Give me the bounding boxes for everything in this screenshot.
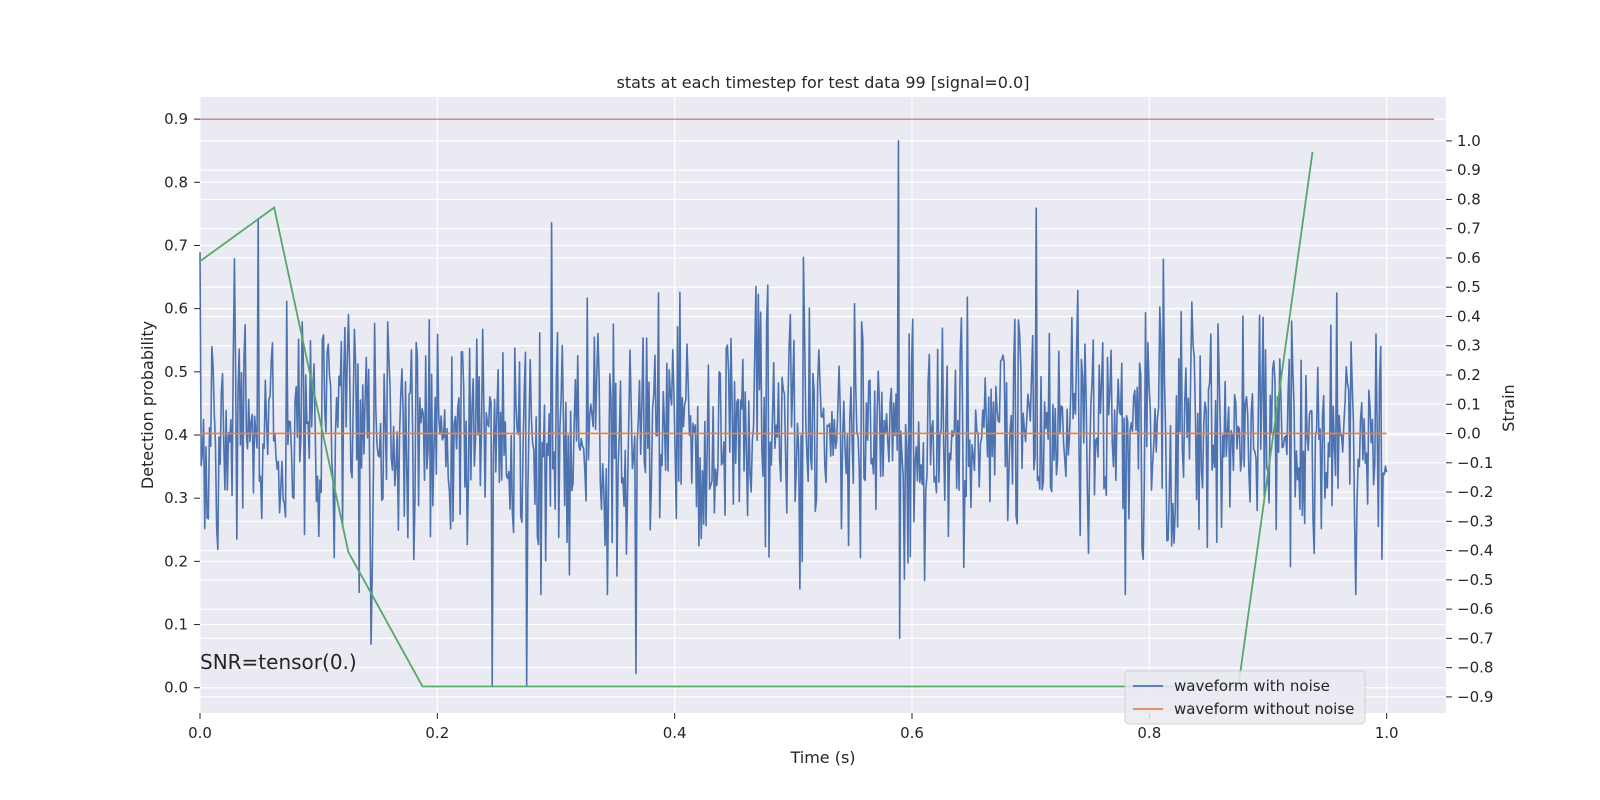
y2-tick-label: −0.7 <box>1457 629 1493 647</box>
y2-tick-label: −0.1 <box>1457 454 1493 472</box>
y2-tick-label: −0.3 <box>1457 512 1493 530</box>
x-tick-label: 0.2 <box>425 724 449 742</box>
legend: waveform with noise waveform without noi… <box>1124 670 1366 725</box>
y-tick-label: 0.7 <box>164 236 188 254</box>
x-ticks: 0.0 0.2 0.4 0.6 0.8 1.0 <box>188 713 1399 742</box>
y2-tick-label: −0.8 <box>1457 659 1493 677</box>
y2-tick-label: −0.4 <box>1457 542 1493 560</box>
y-tick-label: 0.2 <box>164 552 188 570</box>
x-tick-label: 0.0 <box>188 724 212 742</box>
y-tick-label: 0.0 <box>164 679 188 697</box>
y2-tick-label: 0.3 <box>1457 337 1481 355</box>
y2-tick-label: 0.1 <box>1457 395 1481 413</box>
y2-tick-label: 0.0 <box>1457 425 1481 443</box>
y-tick-label: 0.4 <box>164 426 188 444</box>
x-axis-label: Time (s) <box>789 748 855 767</box>
y2-tick-label: 0.7 <box>1457 220 1481 238</box>
y2-tick-label: 0.9 <box>1457 161 1481 179</box>
chart-title: stats at each timestep for test data 99 … <box>617 73 1030 92</box>
x-tick-label: 1.0 <box>1375 724 1399 742</box>
y-tick-label: 0.9 <box>164 110 188 128</box>
series-waveform-with-noise <box>199 140 1388 686</box>
y-tick-label: 0.1 <box>164 616 188 634</box>
x-tick-label: 0.8 <box>1137 724 1161 742</box>
x-tick-label: 0.4 <box>663 724 687 742</box>
legend-label-without-noise: waveform without noise <box>1174 700 1354 718</box>
snr-annotation: SNR=tensor(0.) <box>200 650 357 674</box>
y2-ticks: 1.0 0.9 0.8 0.7 0.6 0.5 0.4 0.3 0.2 0.1 0.0 −0.1 −0.… <box>1446 132 1493 706</box>
y2-tick-label: −0.9 <box>1457 688 1493 706</box>
y2-tick-label: 0.6 <box>1457 249 1481 267</box>
y-ticks: 0.0 0.1 0.2 0.3 0.4 0.5 0.6 0.7 0.8 0.9 <box>164 110 200 697</box>
y2-tick-label: 1.0 <box>1457 132 1481 150</box>
y-tick-label: 0.5 <box>164 363 188 381</box>
y2-tick-label: −0.2 <box>1457 483 1493 501</box>
y2-tick-label: 0.2 <box>1457 366 1481 384</box>
legend-box <box>1124 670 1366 725</box>
y2-tick-label: −0.5 <box>1457 571 1493 589</box>
y-axis-label: Detection probability <box>138 321 157 489</box>
y2-tick-label: −0.6 <box>1457 600 1493 618</box>
y-tick-label: 0.6 <box>164 300 188 318</box>
legend-label-with-noise: waveform with noise <box>1174 677 1330 695</box>
y2-axis-label: Strain <box>1499 384 1518 431</box>
y2-tick-label: 0.4 <box>1457 307 1481 325</box>
x-tick-label: 0.6 <box>900 724 924 742</box>
y-tick-label: 0.3 <box>164 489 188 507</box>
y2-tick-label: 0.5 <box>1457 278 1481 296</box>
y2-tick-label: 0.8 <box>1457 190 1481 208</box>
y-tick-label: 0.8 <box>164 173 188 191</box>
